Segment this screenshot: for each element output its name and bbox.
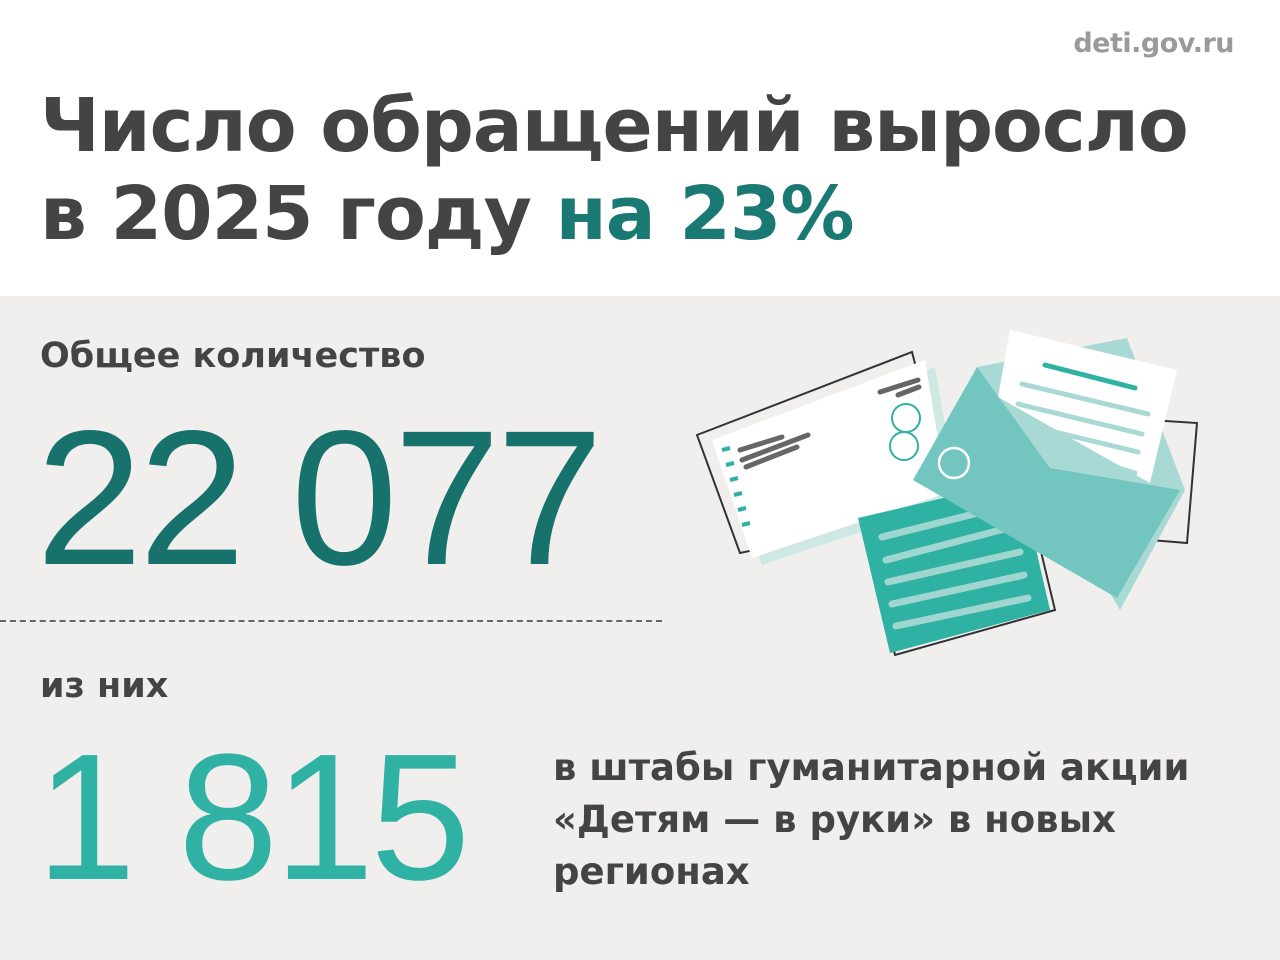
subset-value: 1 815 xyxy=(36,717,470,918)
title-line1: Число обращений выросло xyxy=(40,83,1189,169)
envelopes-illustration xyxy=(695,330,1199,657)
total-label: Общее количество xyxy=(40,336,426,376)
site-url: deti.gov.ru xyxy=(1073,28,1234,59)
total-value: 22 077 xyxy=(36,390,603,605)
title-accent: на 23% xyxy=(555,171,855,257)
subset-description: в штабы гуманитарной акции «Детям — в ру… xyxy=(553,746,1190,893)
title-line2-prefix: в 2025 году xyxy=(40,171,556,257)
subset-label: из них xyxy=(40,666,169,706)
page-title: Число обращений выросло в 2025 году на 23… xyxy=(40,82,1189,258)
teal-envelope xyxy=(913,330,1199,610)
divider xyxy=(0,620,662,622)
